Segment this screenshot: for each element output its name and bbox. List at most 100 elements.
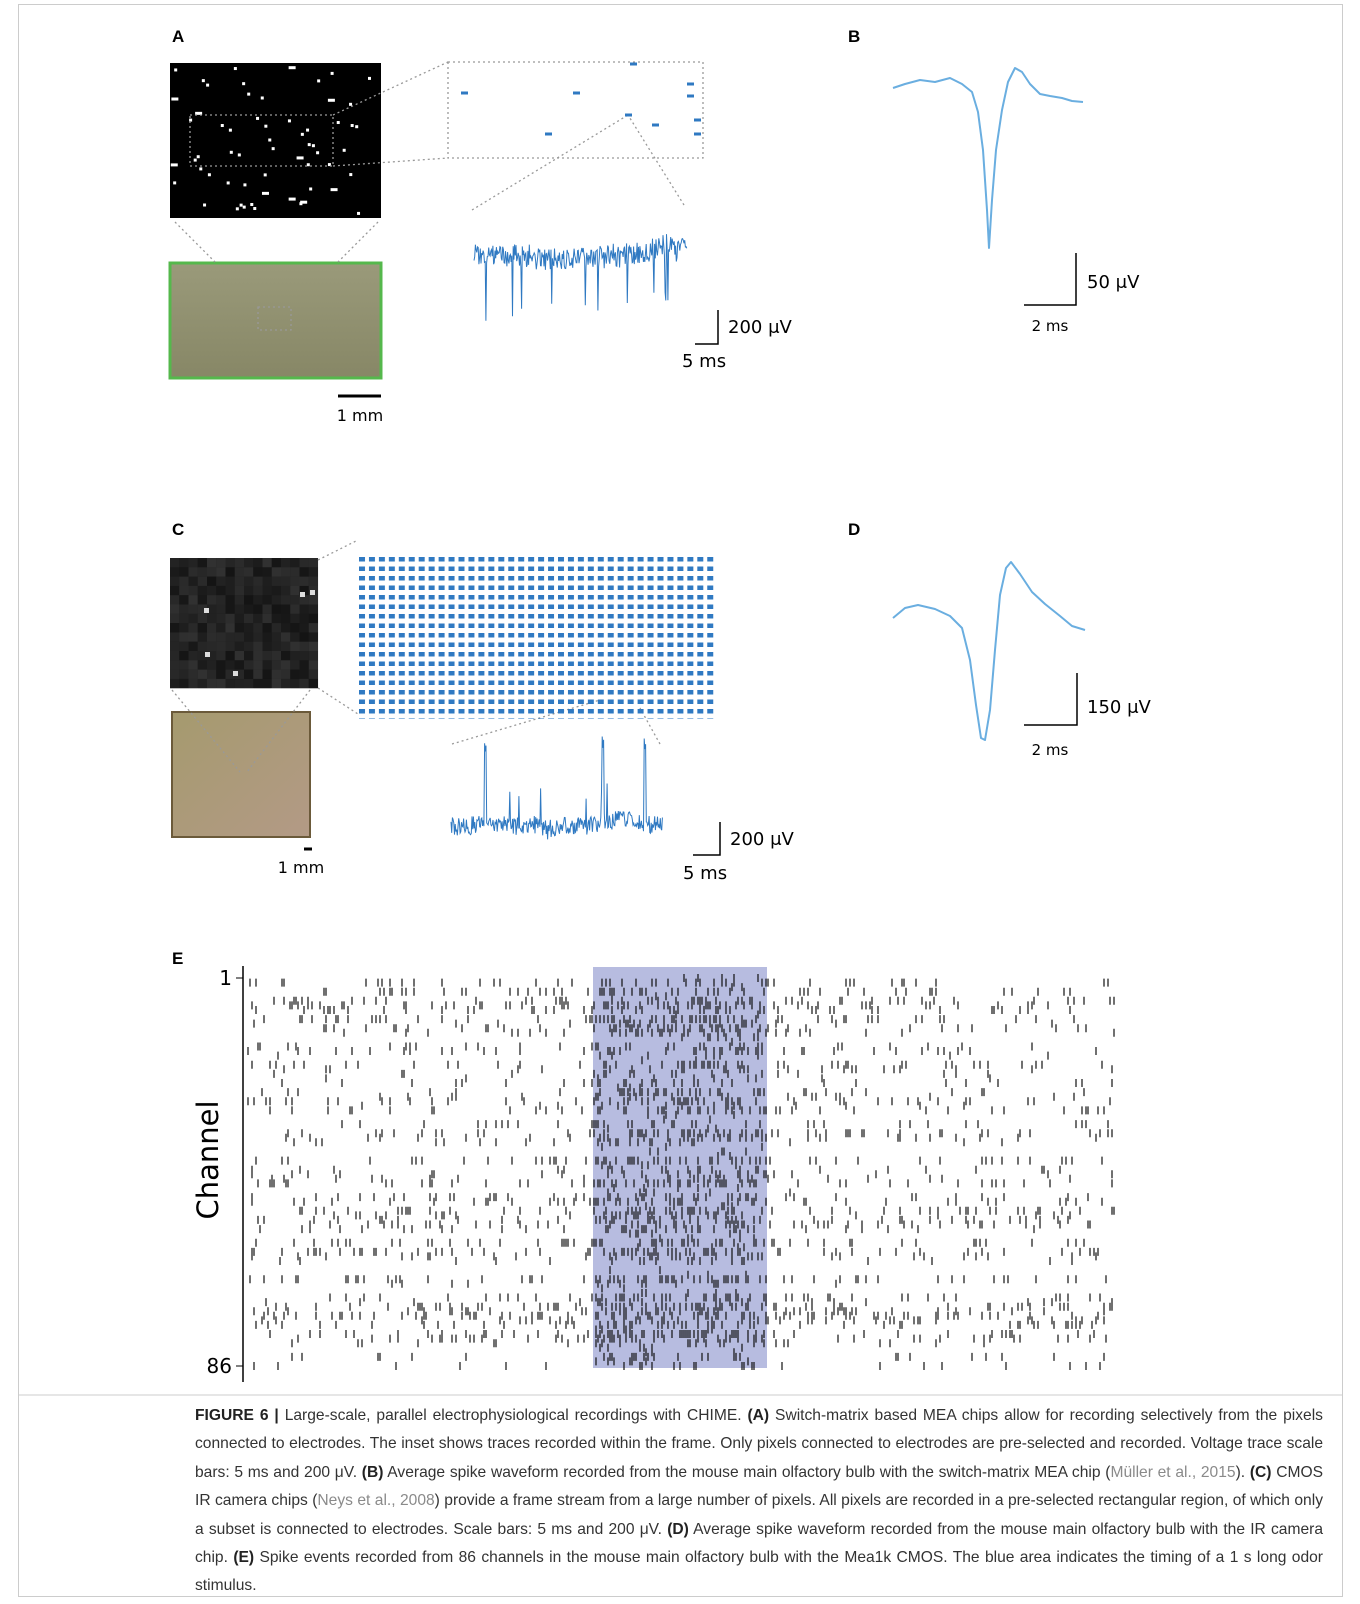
pixel bbox=[300, 577, 309, 586]
pixel bbox=[170, 586, 179, 595]
pixel bbox=[230, 151, 233, 154]
pixel bbox=[300, 679, 309, 688]
pixel bbox=[244, 660, 253, 669]
pixel bbox=[331, 188, 338, 191]
pixel bbox=[263, 651, 272, 660]
pixel bbox=[235, 651, 244, 660]
pixel bbox=[170, 632, 179, 641]
citation-link[interactable]: Müller et al., 2015 bbox=[1110, 1464, 1235, 1481]
pixel bbox=[253, 670, 262, 679]
caption-text: FIGURE 6 | bbox=[195, 1407, 279, 1424]
scale-label: 5 ms bbox=[683, 863, 727, 884]
pixel bbox=[244, 632, 253, 641]
pixel bbox=[216, 558, 225, 567]
pixel bbox=[244, 670, 253, 679]
pixel bbox=[461, 92, 468, 95]
pixel bbox=[204, 608, 209, 613]
pixel bbox=[309, 623, 318, 632]
pixel bbox=[272, 623, 281, 632]
pixel bbox=[216, 670, 225, 679]
pixel bbox=[226, 623, 235, 632]
pixel bbox=[197, 155, 200, 158]
pixel bbox=[281, 558, 290, 567]
pixel bbox=[235, 605, 244, 614]
trace bbox=[474, 234, 687, 321]
pixel bbox=[694, 133, 701, 136]
pixel bbox=[253, 595, 262, 604]
pixel bbox=[545, 133, 552, 136]
figure: A B C D E 200 μV 5 ms 1 mm 50 μV 2 ms 20… bbox=[0, 0, 1360, 1604]
pixel bbox=[625, 114, 632, 117]
pixel bbox=[630, 63, 637, 66]
pixel bbox=[300, 623, 309, 632]
pixel bbox=[355, 125, 358, 128]
pixel bbox=[226, 567, 235, 576]
pixel bbox=[207, 586, 216, 595]
pixel bbox=[300, 632, 309, 641]
pixel bbox=[198, 586, 207, 595]
caption-text: (A) bbox=[747, 1407, 769, 1424]
pixel bbox=[310, 590, 315, 595]
pixel bbox=[272, 147, 275, 150]
citation-link[interactable]: Neys et al., 2008 bbox=[317, 1492, 434, 1509]
pixel bbox=[281, 632, 290, 641]
pixel bbox=[272, 642, 281, 651]
pixel bbox=[272, 614, 281, 623]
pixel bbox=[198, 642, 207, 651]
pixel bbox=[244, 614, 253, 623]
pixel bbox=[208, 173, 211, 176]
connector bbox=[318, 688, 358, 714]
pixel bbox=[226, 632, 235, 641]
pixel bbox=[198, 632, 207, 641]
pixel bbox=[687, 95, 694, 98]
pixel bbox=[299, 202, 302, 205]
connector bbox=[472, 115, 628, 210]
pixel bbox=[235, 558, 244, 567]
pixel bbox=[301, 133, 304, 136]
pixel bbox=[290, 567, 299, 576]
pixel bbox=[235, 586, 244, 595]
pixel bbox=[290, 595, 299, 604]
pixel bbox=[235, 623, 244, 632]
scale-bar bbox=[1024, 253, 1076, 305]
pixel bbox=[170, 605, 179, 614]
pixel bbox=[307, 163, 310, 166]
pixel bbox=[207, 642, 216, 651]
pixel bbox=[290, 577, 299, 586]
pixel bbox=[233, 671, 238, 676]
pixel bbox=[235, 595, 244, 604]
scale-label: 50 μV bbox=[1087, 272, 1140, 293]
pixel bbox=[290, 614, 299, 623]
pixel bbox=[194, 159, 197, 162]
pixel bbox=[312, 144, 315, 147]
pixel bbox=[227, 181, 230, 184]
trace bbox=[451, 737, 662, 840]
pixel bbox=[253, 660, 262, 669]
pixel bbox=[331, 72, 334, 75]
pixel bbox=[300, 592, 305, 597]
pixel bbox=[300, 558, 309, 567]
pixel bbox=[170, 595, 179, 604]
pixel bbox=[179, 670, 188, 679]
pixel bbox=[240, 204, 243, 207]
channel-label: 86 bbox=[207, 1354, 232, 1378]
pixel bbox=[290, 632, 299, 641]
pixel bbox=[174, 68, 177, 71]
scale-label: 2 ms bbox=[1032, 741, 1069, 759]
pixel bbox=[272, 558, 281, 567]
pixel bbox=[243, 206, 246, 209]
scale-label: 2 ms bbox=[1032, 317, 1069, 335]
pixel bbox=[272, 577, 281, 586]
pixel bbox=[316, 151, 319, 154]
pixel bbox=[236, 207, 239, 210]
pixel bbox=[308, 143, 311, 146]
pixel bbox=[253, 614, 262, 623]
pixel bbox=[235, 660, 244, 669]
chip bbox=[172, 712, 310, 837]
pixel bbox=[244, 558, 253, 567]
pixel bbox=[170, 567, 179, 576]
pixel bbox=[235, 642, 244, 651]
pixel bbox=[337, 121, 340, 124]
pixel bbox=[179, 651, 188, 660]
pixel bbox=[244, 623, 253, 632]
